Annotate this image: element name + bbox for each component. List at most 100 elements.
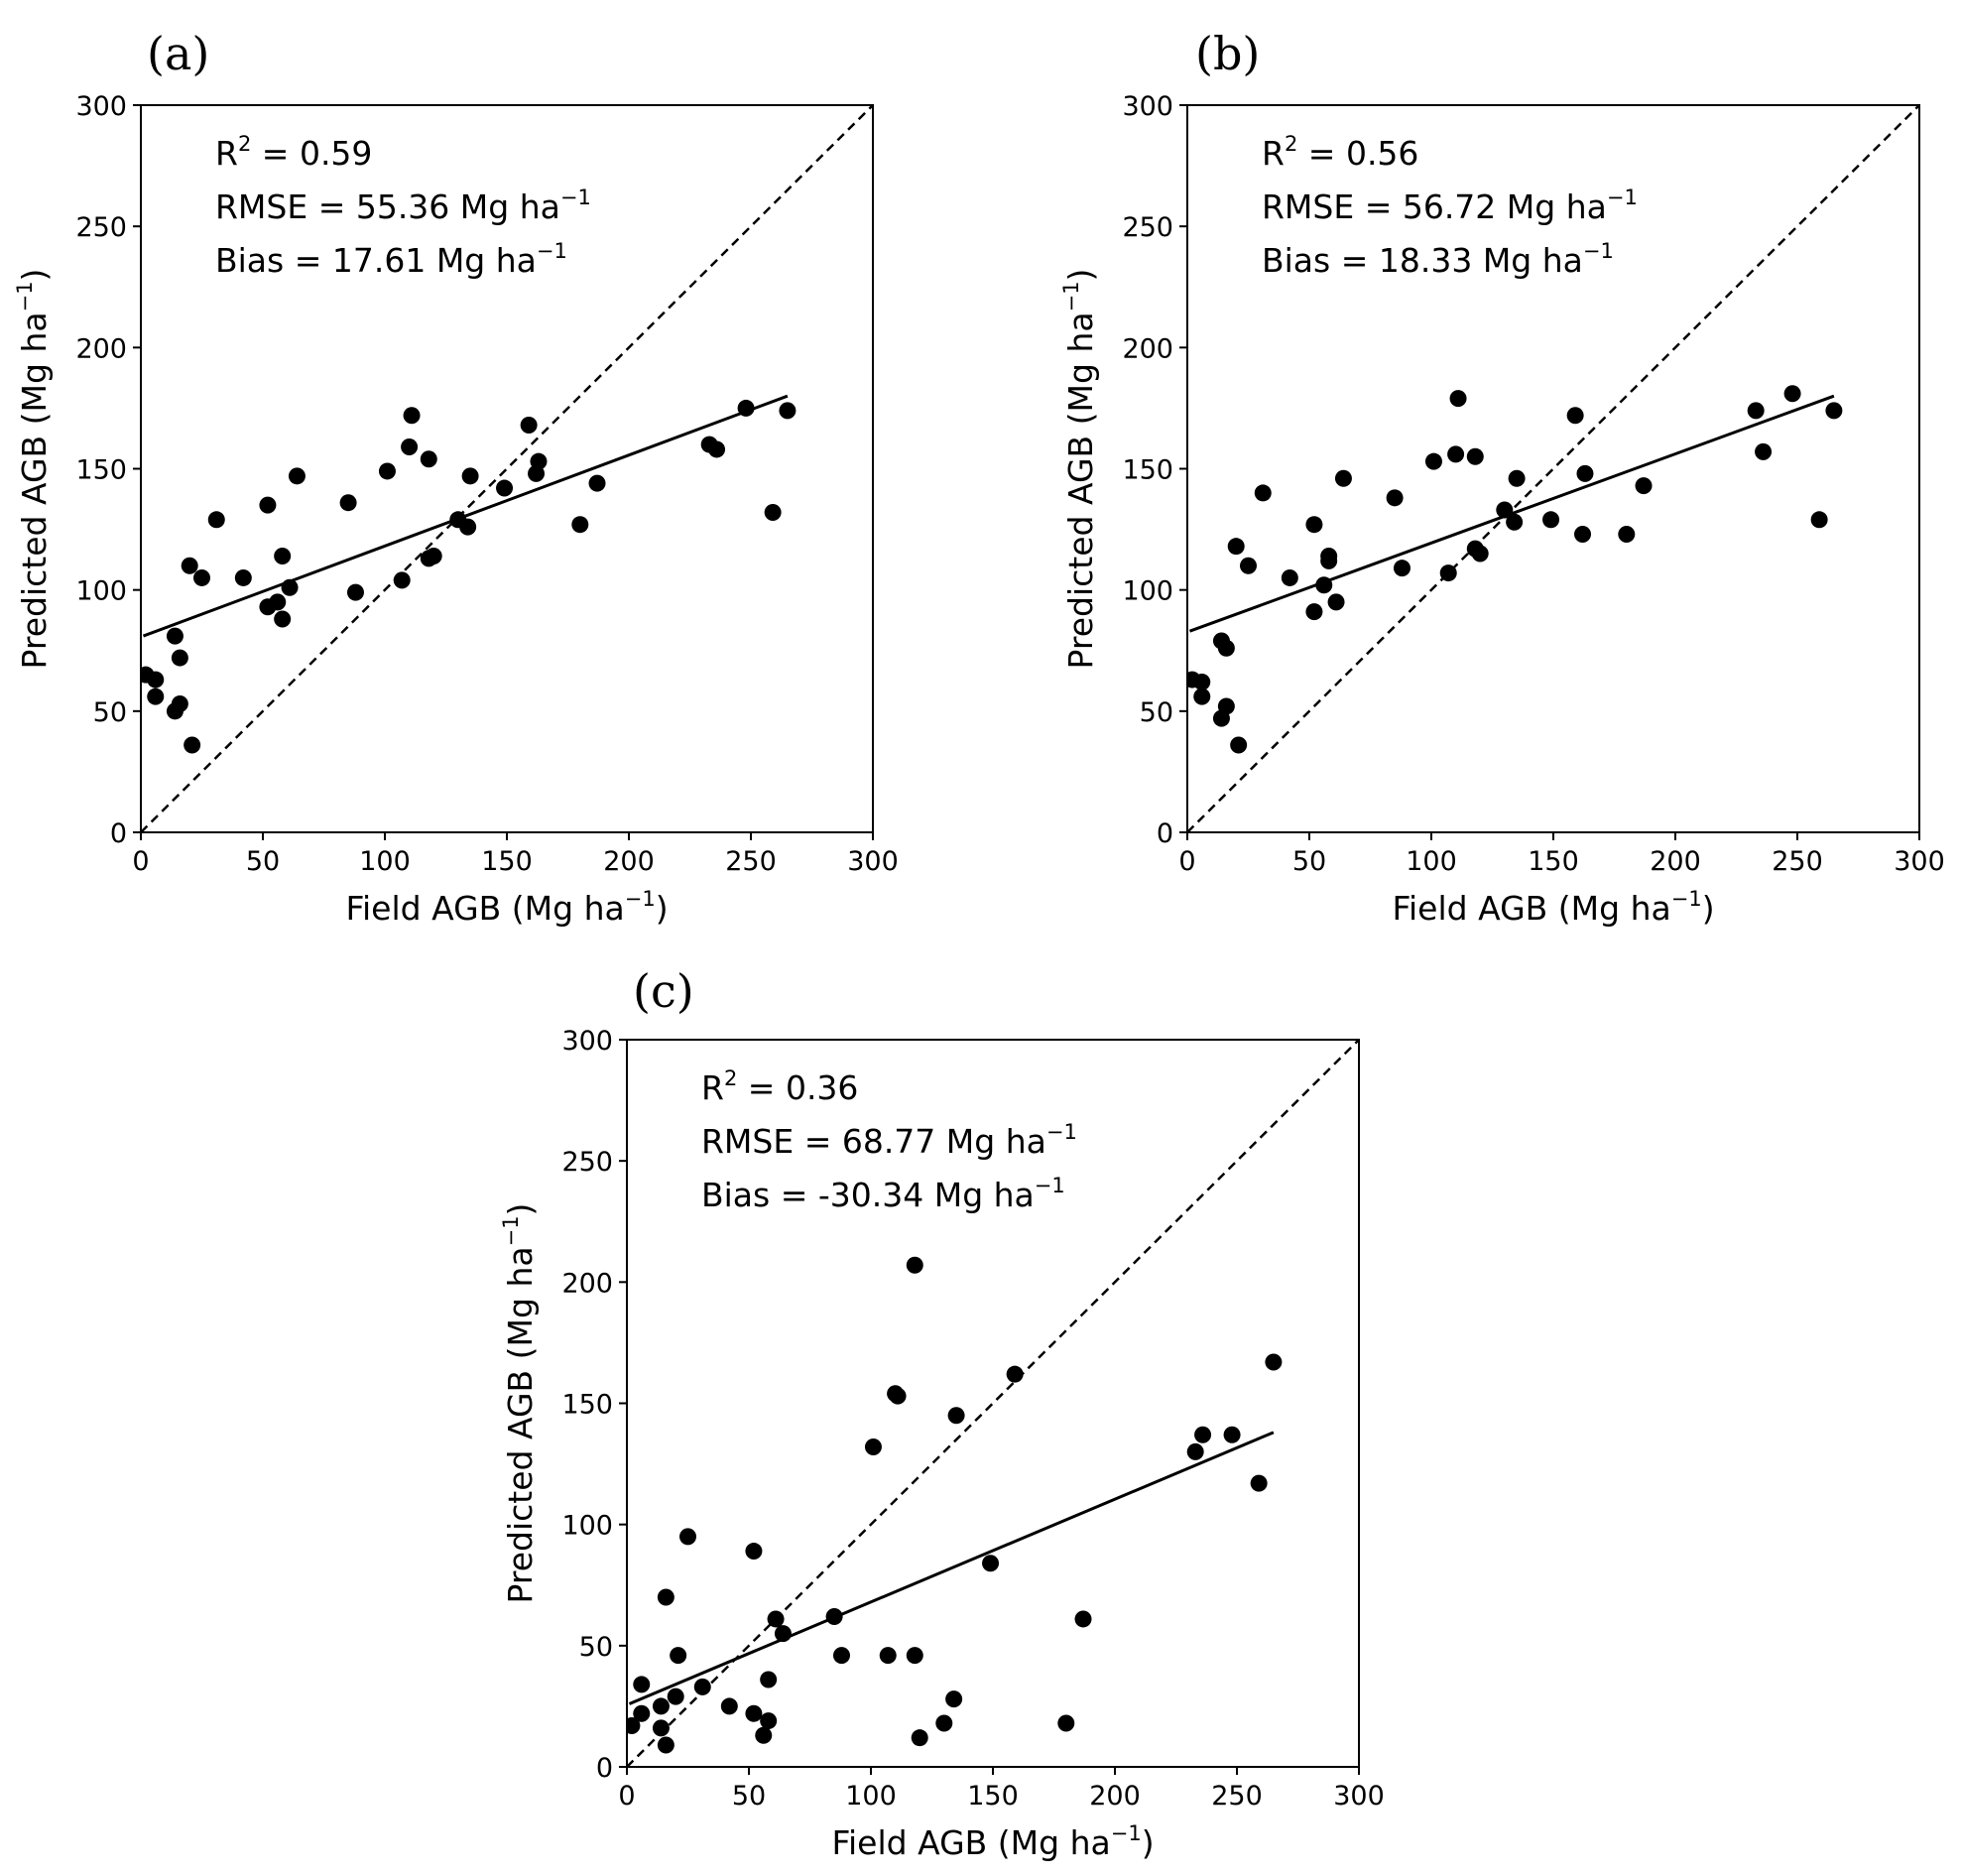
- y-tick-label: 0: [110, 818, 127, 849]
- y-tick-label: 50: [579, 1632, 613, 1663]
- data-point: [667, 1688, 684, 1705]
- y-tick-label: 300: [1122, 91, 1173, 122]
- y-tick-label: 300: [561, 1026, 613, 1057]
- y-tick-label: 50: [93, 697, 127, 728]
- data-point: [1265, 1353, 1283, 1371]
- data-point: [393, 571, 411, 589]
- data-point: [935, 1714, 953, 1732]
- data-point: [147, 671, 165, 688]
- x-tick-label: 100: [845, 1781, 897, 1812]
- regression-line: [628, 1431, 1275, 1705]
- data-point: [633, 1704, 651, 1722]
- plot-area: [1187, 105, 1919, 832]
- data-point: [459, 518, 477, 536]
- data-point: [530, 452, 548, 470]
- data-point: [1618, 525, 1636, 543]
- plot-area: [141, 105, 873, 832]
- y-tick-label: 300: [75, 91, 127, 122]
- data-point: [657, 1588, 674, 1606]
- data-point: [234, 568, 252, 586]
- data-point: [1825, 402, 1843, 420]
- rmse-annotation: RMSE = 55.36 Mg ha−1: [215, 186, 591, 226]
- data-point: [1223, 1426, 1241, 1443]
- data-point: [911, 1729, 928, 1747]
- data-point: [1506, 513, 1524, 531]
- x-axis-label: Field AGB (Mg ha−1): [831, 1821, 1154, 1862]
- x-axis-label: Field AGB (Mg ha−1): [345, 887, 668, 928]
- data-point: [825, 1608, 843, 1626]
- data-point: [339, 494, 357, 512]
- y-tick-label: 100: [1122, 576, 1173, 607]
- data-point: [184, 736, 201, 754]
- data-point: [147, 688, 165, 705]
- bias-annotation: Bias = 18.33 Mg ha−1: [1262, 239, 1614, 280]
- data-point: [571, 516, 589, 534]
- x-tick-label: 250: [1211, 1781, 1263, 1812]
- data-point: [652, 1697, 670, 1715]
- data-point: [461, 467, 479, 485]
- data-point: [1471, 545, 1489, 563]
- y-tick-label: 200: [561, 1268, 613, 1299]
- data-point: [764, 503, 782, 521]
- data-point: [1334, 469, 1352, 487]
- scatter-panel-a: (a) 0 50 100 150 200 250 300 0 50 100 150 200 250 300 F…: [13, 27, 899, 928]
- data-point: [889, 1387, 907, 1405]
- x-tick-label: 0: [618, 1781, 635, 1812]
- data-point: [1439, 564, 1457, 582]
- x-tick-label: 250: [1772, 846, 1823, 877]
- y-tick-label: 200: [1122, 333, 1173, 364]
- data-point: [693, 1678, 711, 1695]
- rmse-annotation: RMSE = 56.72 Mg ha−1: [1262, 186, 1638, 226]
- y-tick-label: 100: [75, 576, 127, 607]
- data-point: [401, 438, 419, 456]
- data-point: [1194, 1426, 1212, 1443]
- r-squared-annotation: R2 = 0.59: [215, 132, 372, 173]
- data-point: [670, 1647, 687, 1665]
- x-tick-label: 50: [246, 846, 280, 877]
- panel-label: (c): [633, 964, 694, 1018]
- x-tick-label: 100: [1406, 846, 1457, 877]
- data-point: [1755, 442, 1773, 460]
- data-point: [774, 1625, 792, 1643]
- data-point: [945, 1690, 963, 1708]
- scatter-panel-b: (b) 0 50 100 150 200 250 300 0 50 100 150 200 250 300 F…: [1059, 27, 1945, 928]
- data-point: [1447, 445, 1465, 463]
- data-point: [755, 1726, 773, 1744]
- y-tick-label: 0: [1157, 818, 1173, 849]
- r-squared-annotation: R2 = 0.36: [701, 1066, 858, 1107]
- y-axis-label: Predicted AGB (Mg ha−1): [13, 269, 54, 670]
- data-point: [193, 568, 210, 586]
- bias-annotation: Bias = 17.61 Mg ha−1: [215, 239, 567, 280]
- data-point: [947, 1407, 965, 1425]
- rmse-annotation: RMSE = 68.77 Mg ha−1: [701, 1120, 1077, 1161]
- panel-label: (a): [147, 27, 209, 80]
- data-point: [1747, 402, 1765, 420]
- x-tick-label: 200: [1650, 846, 1701, 877]
- data-point: [1186, 1442, 1204, 1460]
- y-tick-label: 0: [596, 1753, 613, 1784]
- data-point: [1305, 516, 1323, 534]
- data-point: [720, 1697, 738, 1715]
- data-point: [745, 1704, 763, 1722]
- data-point: [171, 695, 188, 713]
- data-point: [633, 1676, 651, 1693]
- data-point: [403, 407, 421, 425]
- data-point: [1542, 511, 1560, 529]
- panel-label: (b): [1195, 27, 1260, 80]
- plot-area: [627, 1040, 1359, 1767]
- data-point: [627, 1716, 641, 1734]
- y-tick-label: 150: [75, 455, 127, 486]
- data-point: [879, 1647, 897, 1665]
- data-point: [274, 547, 292, 564]
- x-tick-label: 300: [1894, 846, 1945, 877]
- data-point: [274, 610, 292, 628]
- data-point: [1006, 1365, 1024, 1383]
- data-point: [520, 417, 538, 435]
- data-point: [288, 467, 306, 485]
- data-point: [760, 1671, 778, 1688]
- x-tick-label: 250: [725, 846, 777, 877]
- data-point: [657, 1736, 674, 1754]
- data-point: [906, 1647, 923, 1665]
- data-point: [1574, 525, 1592, 543]
- data-point: [1496, 501, 1514, 519]
